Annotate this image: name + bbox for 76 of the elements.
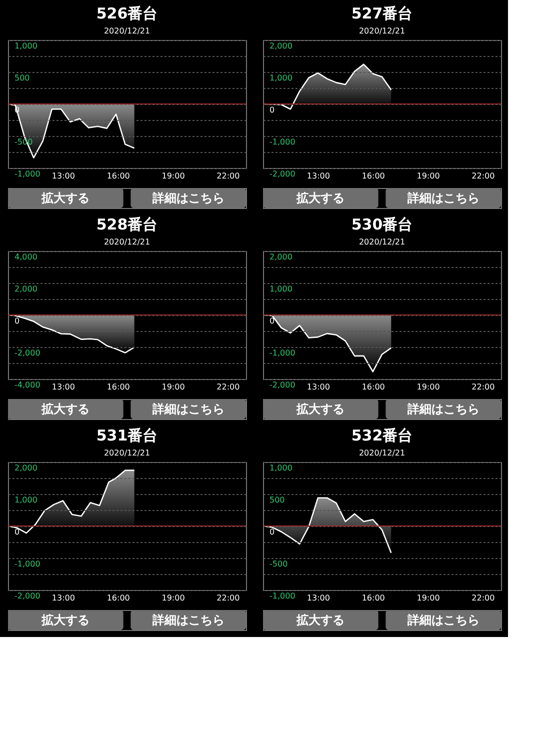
y-tick-label: -1,000	[270, 138, 296, 146]
y-tick-label: 0	[14, 528, 20, 536]
y-tick-label: 500	[14, 74, 30, 82]
x-tick-label: 22:00	[472, 172, 495, 180]
text: 詳細はこちら	[406, 613, 480, 627]
x-tick-label: 16:00	[106, 594, 130, 602]
x-tick-label: 22:00	[472, 382, 495, 392]
x-tick-label: 22:00	[216, 594, 240, 602]
x-tick-label: 19:00	[416, 382, 440, 392]
y-tick-label: 0	[270, 528, 275, 536]
x-tick-label: 13:00	[52, 594, 75, 602]
text: 詳細はこちら	[151, 402, 224, 416]
chart-subtitle: 2020/12/21	[358, 26, 406, 36]
y-tick-label: -1,000	[14, 170, 40, 178]
chart-subtitle: 2020/12/21	[358, 448, 406, 458]
x-tick-label: 16:00	[106, 382, 130, 392]
text: 拡大する	[296, 402, 345, 416]
y-tick-label: 2,000	[270, 252, 292, 262]
chart-subtitle: 2020/12/21	[104, 26, 150, 36]
y-tick-label: 0	[14, 316, 20, 326]
y-tick-label: -1,000	[14, 560, 40, 568]
x-tick-label: 13:00	[306, 594, 330, 602]
chart-subtitle: 2020/12/21	[104, 238, 150, 246]
text: 拡大する	[296, 613, 345, 627]
y-tick-label: 1,000	[270, 464, 292, 472]
y-tick-label: -1,000	[270, 592, 296, 600]
text: 詳細はこちら	[151, 191, 224, 205]
x-tick-label: 22:00	[472, 594, 495, 602]
y-tick-label: 500	[270, 496, 285, 504]
chart-title: 532番台	[351, 426, 413, 444]
x-tick-label: 16:00	[362, 172, 385, 180]
chart-title: 530番台	[351, 216, 413, 234]
y-tick-label: -2,000	[270, 170, 296, 178]
y-tick-label: -4,000	[14, 380, 40, 390]
y-tick-label: 1,000	[14, 496, 38, 504]
text: 拡大する	[296, 191, 345, 205]
x-tick-label: 16:00	[362, 594, 385, 602]
x-tick-label: 19:00	[162, 594, 185, 602]
chart-title: 531番台	[96, 426, 158, 444]
x-tick-label: 16:00	[106, 172, 130, 180]
y-tick-label: 4,000	[14, 252, 38, 262]
x-tick-label: 16:00	[362, 382, 385, 392]
y-tick-label: -1,000	[270, 348, 296, 358]
y-tick-label: -2,000	[270, 380, 296, 390]
chart-subtitle: 2020/12/21	[358, 238, 406, 246]
x-tick-label: 13:00	[306, 172, 330, 180]
y-tick-label: 2,000	[14, 464, 38, 472]
x-tick-label: 19:00	[162, 382, 185, 392]
y-tick-label: -500	[270, 560, 288, 568]
y-tick-label: 2,000	[14, 284, 38, 294]
text: 拡大する	[40, 613, 90, 627]
text: 拡大する	[40, 191, 90, 205]
chart-subtitle: 2020/12/21	[104, 448, 150, 458]
text: 拡大する	[40, 402, 90, 416]
y-tick-label: -2,000	[14, 348, 40, 358]
x-tick-label: 13:00	[52, 172, 75, 180]
x-tick-label: 22:00	[216, 382, 240, 392]
y-tick-label: 0	[270, 316, 275, 326]
chart-title: 526番台	[96, 4, 158, 22]
y-tick-label: -2,000	[14, 592, 40, 600]
x-tick-label: 13:00	[306, 382, 330, 392]
text: 詳細はこちら	[406, 191, 480, 205]
x-tick-label: 19:00	[416, 172, 440, 180]
text: 詳細はこちら	[406, 402, 480, 416]
y-tick-label: 2,000	[270, 42, 292, 50]
chart-title: 528番台	[96, 216, 158, 234]
text: 詳細はこちら	[151, 613, 224, 627]
x-tick-label: 13:00	[52, 382, 75, 392]
x-tick-label: 22:00	[216, 172, 240, 180]
y-tick-label: 0	[270, 106, 275, 114]
y-tick-label: 1,000	[270, 284, 292, 294]
y-tick-label: 1,000	[14, 42, 38, 50]
y-tick-label: 1,000	[270, 74, 292, 82]
x-tick-label: 19:00	[416, 594, 440, 602]
chart-title: 527番台	[351, 4, 413, 22]
x-tick-label: 19:00	[162, 172, 185, 180]
